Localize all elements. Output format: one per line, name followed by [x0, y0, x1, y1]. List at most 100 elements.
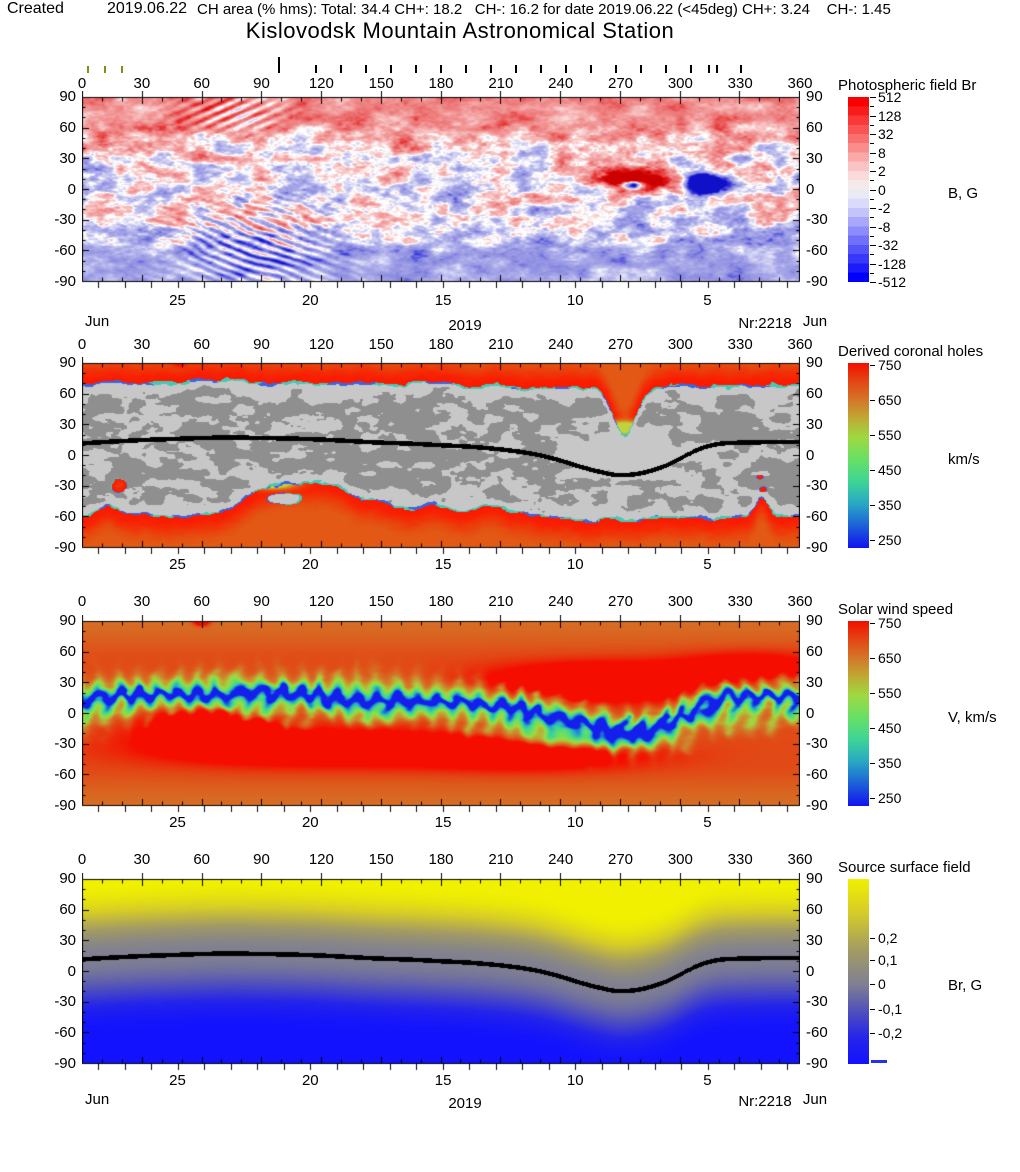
colorbar-tick [870, 106, 874, 108]
colorbar-tick-label: 350 [878, 496, 902, 513]
colorbar-tick-label: 128 [878, 107, 902, 124]
lon-tick-label: 30 [133, 75, 151, 92]
lat-tick-label: -60 [54, 242, 76, 260]
colorbar-tick [870, 235, 874, 237]
colorbar-tick-label: 750 [878, 614, 902, 631]
obs-tick [339, 65, 342, 73]
lon-tick-label: 180 [428, 75, 454, 92]
lon-tick-label: 180 [428, 851, 454, 868]
colorbar-tick [870, 189, 876, 191]
lat-tick-label: 30 [806, 673, 823, 691]
day-tick-label: 20 [301, 556, 319, 573]
colorbar-tick [870, 97, 876, 98]
day-tick-label: 25 [169, 556, 186, 573]
lon-tick-label: 30 [133, 593, 151, 610]
lon-tick-label: 30 [133, 336, 151, 353]
colorbar-tick-label: 450 [878, 461, 902, 478]
lat-tick-label: -90 [54, 797, 76, 814]
colorbar-tick-label: 0 [878, 976, 886, 993]
obs-tick [364, 65, 367, 73]
lat-tick-label: -60 [806, 766, 828, 784]
lat-tick-label: -60 [806, 508, 828, 526]
lon-tick-label: 120 [308, 851, 334, 868]
colorbar-tick [870, 539, 875, 541]
obs-tick [639, 65, 642, 73]
obs-tick-olive [120, 66, 123, 73]
colorbar-tick [870, 143, 874, 145]
lon-tick-label: 240 [548, 593, 574, 610]
day-tick-label: 25 [169, 1072, 186, 1089]
lat-tick-label: 60 [806, 642, 823, 660]
colorbar-tick [870, 399, 875, 401]
colorbar-tick [870, 797, 875, 799]
obs-tick [540, 65, 543, 73]
lon-tick-label: 330 [727, 336, 753, 353]
colorbar-unit: V, km/s [948, 709, 997, 726]
colorbar-unit: Br, G [948, 977, 983, 994]
month-label-left: Jun [85, 1091, 110, 1108]
lat-tick-label: 0 [806, 962, 815, 980]
lat-tick-label: 90 [806, 612, 823, 629]
colorbar-tick-label: 250 [878, 531, 902, 548]
colorbar-tick-label: 0,1 [878, 952, 898, 969]
lon-tick-label: 60 [193, 75, 210, 92]
colorbar-tick [870, 282, 876, 283]
lat-tick-label: 90 [59, 612, 76, 629]
colorbar-unit: B, G [948, 185, 979, 202]
lon-tick-label: 180 [428, 336, 454, 353]
lon-tick-label: 150 [368, 593, 394, 610]
colorbar-tick-label: -0,2 [878, 1024, 903, 1041]
lon-tick-label: 300 [667, 593, 693, 610]
lat-tick-label: 60 [59, 642, 76, 660]
lat-tick-label: 30 [806, 149, 823, 167]
lon-tick-label: 210 [488, 336, 514, 353]
colorbar-tick [870, 180, 874, 182]
created-date: 2019.06.22 [107, 0, 188, 17]
obs-tick [614, 65, 617, 73]
lat-tick-label: 0 [67, 962, 76, 980]
day-tick-label: 15 [434, 556, 452, 573]
colorbar-title: Solar wind speed [838, 601, 954, 618]
colorbar-tick [870, 434, 875, 436]
colorbar-tick-label: 450 [878, 719, 902, 736]
lat-tick-label: -60 [806, 242, 828, 260]
lon-tick-label: 150 [368, 851, 394, 868]
colorbar-tick [870, 762, 875, 764]
colorbar-tick [870, 134, 876, 135]
lat-tick-label: -90 [806, 539, 828, 556]
day-tick-label: 20 [301, 1072, 319, 1089]
obs-tick-olive [104, 66, 107, 73]
colorbar-tick [870, 245, 876, 246]
colorbar-photo [848, 97, 869, 282]
lat-tick-label: 60 [806, 900, 823, 918]
lat-tick-label: -30 [54, 211, 76, 229]
rotation-number-label: Nr:2218 [738, 315, 792, 332]
lon-tick-label: 240 [548, 75, 574, 92]
lon-tick-label: 360 [787, 593, 813, 610]
rotation-number-label: Nr:2218 [738, 1093, 792, 1110]
lon-tick-label: 120 [308, 336, 334, 353]
colorbar-tick [870, 1032, 875, 1034]
obs-tick [708, 65, 711, 73]
colorbar-wind [848, 621, 869, 806]
lat-tick-label: -30 [54, 477, 76, 495]
lat-tick-label: -30 [806, 211, 828, 229]
lon-tick-label: 330 [727, 75, 753, 92]
lon-tick-label: 270 [607, 75, 634, 92]
lat-tick-label: -90 [54, 539, 76, 556]
lat-tick-label: 90 [806, 88, 823, 105]
day-tick-label: 20 [301, 814, 319, 831]
month-label-left: Jun [85, 313, 110, 330]
colorbar-tick [870, 469, 875, 471]
lat-tick-label: 60 [806, 384, 823, 402]
stray-blue-mark [871, 1060, 887, 1063]
lon-tick-label: 120 [308, 593, 334, 610]
lon-tick-label: 90 [253, 75, 270, 92]
day-tick-label: 25 [169, 814, 186, 831]
lon-tick-label: 330 [727, 593, 753, 610]
colorbar-title: Derived coronal holes [838, 343, 984, 360]
ch-area-summary: CH area (% hms): Total: 34.4 CH+: 18.2 C… [197, 1, 891, 18]
colorbar-tick-label: 350 [878, 754, 902, 771]
lat-tick-label: -90 [806, 797, 828, 814]
colorbar-tick-label: -0,1 [878, 1000, 903, 1017]
